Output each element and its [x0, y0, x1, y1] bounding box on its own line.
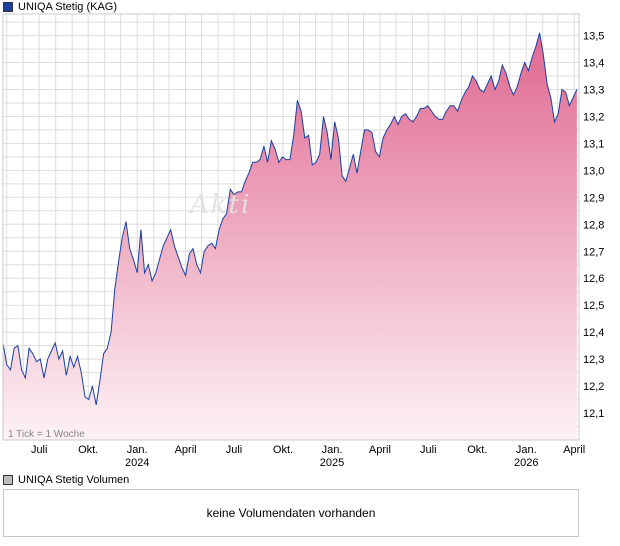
- x-tick-year: 2025: [320, 457, 344, 469]
- legend-volume: UNIQA Stetig Volumen: [3, 474, 129, 486]
- watermark: Akti: [190, 190, 252, 220]
- plot-frame: [2, 13, 580, 441]
- x-tick-label: Juli: [31, 444, 48, 456]
- x-tick-label: April: [175, 444, 197, 456]
- x-tick-year: 2024: [125, 457, 149, 469]
- x-tick-year: 2026: [514, 457, 538, 469]
- y-tick-label: 13,0: [583, 165, 604, 177]
- price-line: [2, 32, 578, 405]
- tick-note: 1 Tick = 1 Woche: [8, 429, 85, 440]
- x-tick-label: Juli: [420, 444, 437, 456]
- y-tick-label: 12,3: [583, 354, 604, 366]
- x-tick-label: Jan.: [516, 444, 537, 456]
- y-tick-label: 12,1: [583, 408, 604, 420]
- volume-message: keine Volumendaten vorhanden: [206, 506, 376, 520]
- volume-panel: keine Volumendaten vorhanden: [3, 489, 579, 537]
- y-tick-label: 12,6: [583, 273, 604, 285]
- y-tick-label: 12,4: [583, 327, 604, 339]
- x-tick-label: Okt.: [78, 444, 98, 456]
- x-tick-label: April: [369, 444, 391, 456]
- x-tick-label: Okt.: [273, 444, 293, 456]
- y-tick-label: 13,1: [583, 138, 604, 150]
- price-chart: 12,1 12,2 12,3 12,4 12,5 12,6 12,7 12,8 12,9 13,0…: [2, 13, 604, 469]
- legend-swatch-main: [3, 2, 13, 12]
- price-area: [3, 32, 577, 441]
- x-tick-label: Jan.: [127, 444, 148, 456]
- y-tick-label: 12,5: [583, 300, 604, 312]
- x-tick-label: Jan.: [322, 444, 343, 456]
- x-tick-label: Juli: [226, 444, 243, 456]
- y-tick-label: 13,2: [583, 112, 604, 124]
- y-tick-label: 12,7: [583, 246, 604, 258]
- legend-label-main: UNIQA Stetig (KAG): [18, 1, 118, 13]
- legend-main: UNIQA Stetig (KAG): [3, 1, 117, 13]
- x-tick-label: April: [563, 444, 585, 456]
- y-axis: 12,1 12,2 12,3 12,4 12,5 12,6 12,7 12,8 12,9 13,0…: [583, 31, 604, 420]
- y-tick-label: 13,4: [583, 58, 604, 70]
- y-tick-label: 12,2: [583, 381, 604, 393]
- y-tick-label: 13,5: [583, 31, 604, 43]
- x-tick-label: Okt.: [467, 444, 487, 456]
- legend-swatch-volume: [3, 475, 13, 485]
- y-tick-label: 12,9: [583, 192, 604, 204]
- y-tick-label: 13,3: [583, 85, 604, 97]
- y-tick-label: 12,8: [583, 219, 604, 231]
- legend-label-volume: UNIQA Stetig Volumen: [18, 474, 130, 486]
